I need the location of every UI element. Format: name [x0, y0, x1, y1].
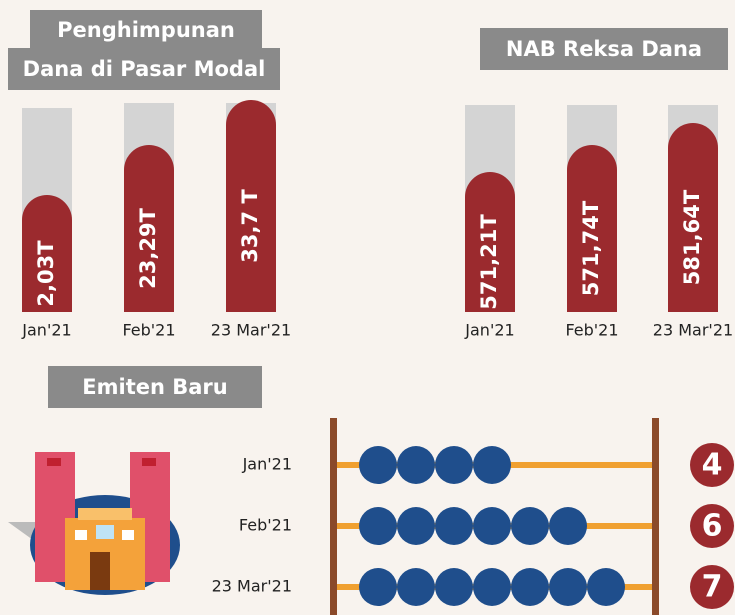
value-label: 571,21T [477, 214, 501, 310]
bead [549, 568, 587, 606]
count-label: 7 [702, 570, 723, 605]
value-label: 2,03T [34, 240, 58, 307]
bead [473, 446, 511, 484]
bead [359, 507, 397, 545]
infographic: Penghimpunan Dana di Pasar Modal NAB Rek… [0, 0, 735, 615]
abacus-post [652, 418, 659, 615]
abacus-post [330, 418, 337, 615]
bead [397, 446, 435, 484]
date-label: Feb'21 [239, 516, 292, 535]
date-label: Jan'21 [21, 321, 71, 340]
count-label: 4 [702, 448, 723, 483]
bead [473, 507, 511, 545]
date-label: 23 Mar'21 [212, 577, 292, 596]
value-label: 571,74T [579, 200, 603, 296]
bead [435, 446, 473, 484]
date-label: Jan'21 [464, 321, 514, 340]
bead [473, 568, 511, 606]
bead [359, 446, 397, 484]
bead [359, 568, 397, 606]
value-label: 33,7 T [238, 189, 262, 263]
bead [549, 507, 587, 545]
bead [587, 568, 625, 606]
section-title: Penghimpunan [57, 18, 235, 42]
building-illustration [8, 452, 180, 595]
section-title: Emiten Baru [82, 375, 227, 399]
date-label: Feb'21 [565, 321, 618, 340]
bead [397, 568, 435, 606]
date-label: Feb'21 [122, 321, 175, 340]
value-label: 581,64T [680, 189, 704, 285]
bead [435, 507, 473, 545]
bead [435, 568, 473, 606]
date-label: 23 Mar'21 [211, 321, 291, 340]
bead [397, 507, 435, 545]
bead [511, 507, 549, 545]
bead [511, 568, 549, 606]
count-label: 6 [702, 509, 723, 544]
date-label: 23 Mar'21 [653, 321, 733, 340]
section-title: NAB Reksa Dana [506, 37, 702, 61]
date-label: Jan'21 [242, 455, 292, 474]
section-title: Dana di Pasar Modal [23, 57, 266, 81]
value-label: 23,29T [136, 207, 160, 288]
